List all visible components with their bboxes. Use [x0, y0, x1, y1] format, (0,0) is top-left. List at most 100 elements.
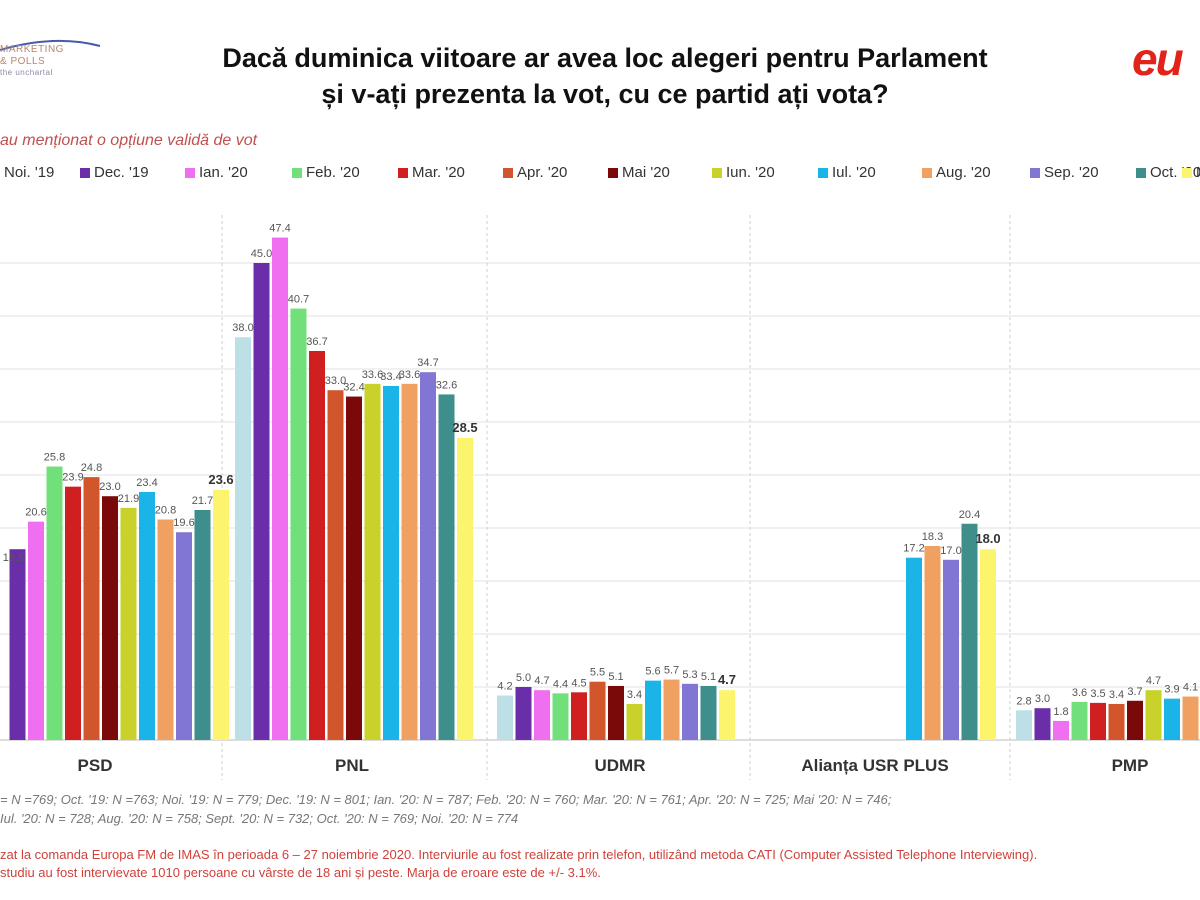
bar	[83, 477, 100, 740]
bar	[515, 687, 532, 740]
bar	[497, 695, 513, 740]
bar	[1034, 708, 1051, 740]
legend-swatch	[292, 168, 302, 178]
data-label: 45.0	[251, 248, 272, 260]
data-label: 4.7	[718, 672, 736, 687]
bar	[420, 372, 436, 740]
legend-swatch	[1030, 168, 1040, 178]
data-label: 18.5	[3, 552, 24, 564]
data-label: 21.9	[118, 493, 139, 505]
bar	[700, 685, 717, 740]
bar	[139, 491, 155, 740]
legend-swatch	[818, 168, 828, 178]
logo-left-line1: MARKETING	[0, 44, 64, 55]
bar	[719, 690, 735, 740]
data-label: 33.0	[325, 375, 346, 387]
legend-label: Aug. '20	[936, 164, 991, 181]
chart-title-line2: și v-ați prezenta la vot, cu ce partid a…	[321, 79, 889, 109]
bar	[1090, 702, 1106, 740]
data-label: 18.3	[922, 531, 943, 543]
logo-left-line3: the unchartal	[0, 68, 53, 77]
bar	[120, 507, 137, 740]
bar	[589, 681, 606, 740]
bar	[28, 521, 44, 740]
legend-label: Sep. '20	[1044, 164, 1099, 181]
footnote-methodology-1: zat la comanda Europa FM de IMAS în peri…	[0, 847, 1038, 862]
imas-logo: MARKETING & POLLS the unchartal	[0, 36, 110, 84]
footnote-sample-sizes-1: = N =769; Oct. '19: N =763; Noi. '19: N …	[0, 792, 892, 807]
legend-label: Noi. '20	[1196, 164, 1200, 181]
bar	[1108, 703, 1125, 740]
legend-swatch	[1136, 168, 1146, 178]
data-label: 5.1	[608, 671, 623, 683]
logo-left-line2: & POLLS	[0, 56, 46, 67]
bar	[626, 703, 643, 740]
data-label: 36.7	[306, 336, 327, 348]
legend-label: Feb. '20	[306, 164, 360, 181]
data-label: 2.8	[1016, 695, 1031, 707]
bar	[383, 385, 399, 740]
bar	[943, 559, 959, 740]
data-label: 38.0	[232, 322, 253, 334]
data-label: 23.6	[208, 472, 233, 487]
data-label: 5.5	[590, 667, 605, 679]
bar	[1164, 698, 1180, 740]
category-label: PNL	[335, 756, 369, 775]
legend-swatch	[503, 168, 513, 178]
legend-swatch	[80, 168, 90, 178]
bar	[571, 692, 587, 740]
footnote-sample-sizes-2: Iul. '20: N = 728; Aug. '20: N = 758; Se…	[0, 811, 519, 826]
legend-swatch	[185, 168, 195, 178]
data-label: 21.7	[192, 495, 213, 507]
data-label: 5.6	[645, 666, 660, 678]
bar	[272, 237, 288, 740]
bar	[608, 685, 624, 740]
footnote-methodology-2: studiu au fost intervievate 1010 persoan…	[0, 865, 601, 880]
legend-label: Iun. '20	[726, 164, 775, 181]
chart-title: Dacă duminica viitoare ar avea loc alege…	[100, 40, 1110, 112]
bar	[176, 532, 192, 740]
category-label: PSD	[78, 756, 113, 775]
legend-label: Dec. '19	[94, 164, 149, 181]
bar	[102, 496, 118, 740]
data-label: 20.4	[959, 509, 980, 521]
bar	[290, 308, 307, 740]
bar	[1182, 696, 1199, 740]
category-label: UDMR	[595, 756, 646, 775]
logo-swoosh-icon	[0, 39, 101, 51]
bar	[346, 396, 362, 740]
bar	[309, 350, 325, 740]
data-label: 32.6	[436, 379, 457, 391]
data-label: 33.6	[399, 369, 420, 381]
data-label: 47.4	[269, 223, 290, 235]
data-label: 3.4	[627, 689, 642, 701]
bar	[1145, 690, 1162, 740]
bar	[65, 486, 81, 740]
bar	[924, 546, 941, 740]
bar	[1071, 701, 1088, 740]
data-label: 33.6	[362, 369, 383, 381]
data-label: 17.2	[903, 543, 924, 555]
bar	[253, 263, 270, 740]
data-label: 3.6	[1072, 687, 1087, 699]
data-label: 40.7	[288, 294, 309, 306]
category-label: PMP	[1112, 756, 1149, 775]
bar	[961, 523, 978, 740]
data-label: 24.8	[81, 462, 102, 474]
europa-fm-logo: eu	[1132, 33, 1184, 85]
bar	[9, 549, 26, 740]
data-label: 3.9	[1164, 684, 1179, 696]
data-label: 20.8	[155, 505, 176, 517]
bar	[401, 383, 418, 740]
bar	[457, 437, 473, 740]
legend-swatch	[922, 168, 932, 178]
data-label: 5.7	[664, 665, 679, 677]
data-label: 32.4	[343, 382, 364, 394]
bar	[552, 693, 569, 740]
data-label: 4.7	[534, 675, 549, 687]
data-label: 23.9	[62, 472, 83, 484]
data-label: 3.4	[1109, 689, 1124, 701]
chart-legend: Noi. '19 Dec. '19 Ian. '20 Feb. '20 Mar. '20…	[0, 163, 1200, 185]
bar	[364, 383, 381, 740]
data-label: 34.7	[417, 357, 438, 369]
